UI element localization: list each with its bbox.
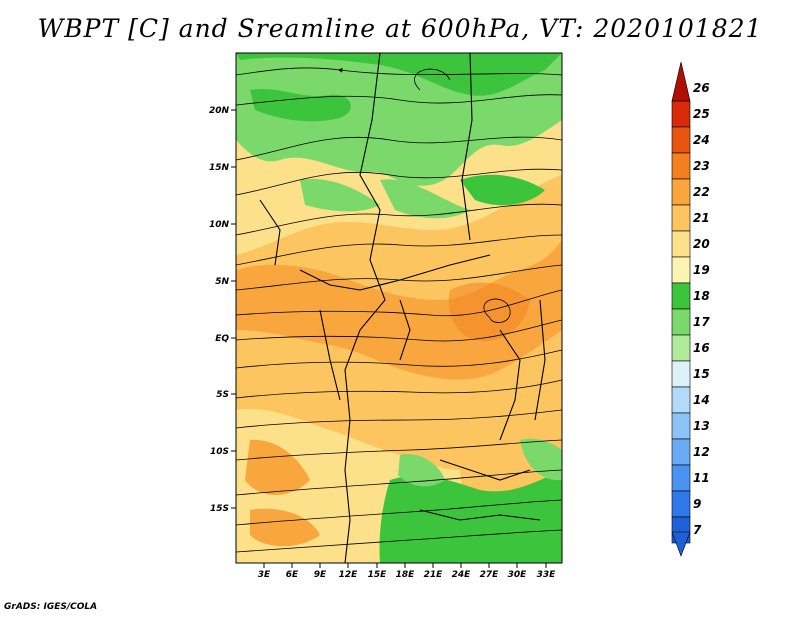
colorbar-label: 15: [693, 367, 710, 381]
colorbar-label: 7: [693, 523, 702, 537]
colorbar-swatch: [671, 360, 691, 388]
colorbar-swatch: [671, 334, 691, 362]
colorbar-label: 22: [693, 185, 710, 199]
colorbar-swatch: [671, 282, 691, 310]
colorbar-swatch: [671, 256, 691, 284]
lon-label: 12E: [339, 570, 359, 580]
lat-label: EQ: [215, 334, 229, 344]
colorbar-swatch: [671, 230, 691, 258]
lon-label: 30E: [508, 570, 528, 580]
lat-label: 15N: [209, 163, 230, 173]
colorbar-swatch: [671, 438, 691, 466]
colorbar-swatch: [671, 464, 691, 492]
colorbar-swatch: [671, 126, 691, 154]
colorbar-swatch: [671, 412, 691, 440]
colorbar-swatch: [671, 386, 691, 414]
lat-label: 5N: [215, 277, 229, 287]
lon-label: 18E: [396, 570, 416, 580]
map-frame: [235, 52, 563, 564]
colorbar-label: 18: [693, 289, 710, 303]
colorbar-label: 21: [693, 211, 710, 225]
lat-label: 15S: [210, 504, 229, 514]
colorbar-bottom-arrow: [671, 531, 691, 557]
colorbar-swatch: [671, 152, 691, 180]
colorbar-label: 14: [693, 393, 710, 407]
lon-label: 3E: [258, 570, 271, 580]
map-title: WBPT [C] and Sreamline at 600hPa, VT: 20…: [37, 14, 763, 43]
lon-label: 9E: [314, 570, 327, 580]
colorbar-swatch: [671, 308, 691, 336]
colorbar-swatch: [671, 490, 691, 518]
grads-credit: GrADS: IGES/COLA: [4, 602, 98, 612]
lat-label: 20N: [209, 106, 230, 116]
lon-label: 24E: [452, 570, 472, 580]
colorbar-label: 23: [693, 159, 710, 173]
wbpt-field: [236, 53, 562, 563]
lon-label: 6E: [286, 570, 299, 580]
latitude-labels: 20N 15N 10N 5N EQ 5S 10S 15S: [209, 106, 236, 514]
colorbar-label: 16: [693, 341, 710, 355]
longitude-labels: 3E 6E 9E 12E 15E 18E 21E 24E 27E 30E 33E: [258, 563, 556, 580]
colorbar-label: 11: [693, 471, 710, 485]
colorbar-label: 24: [693, 133, 710, 147]
colorbar-top-arrow: [671, 61, 691, 102]
colorbar-label: 20: [693, 237, 710, 251]
colorbar-label: 25: [693, 107, 710, 121]
colorbar-label: 17: [693, 315, 710, 329]
lon-label: 33E: [537, 570, 557, 580]
colorbar-label: 13: [693, 419, 710, 433]
colorbar: 7 9 11 12 13 14 15 16 17 18 19 20 21 22 23 24 25 26: [671, 61, 710, 557]
colorbar-swatch: [671, 204, 691, 232]
lon-label: 15E: [368, 570, 388, 580]
lat-label: 5S: [216, 390, 229, 400]
colorbar-label: 9: [693, 497, 701, 511]
lon-label: 21E: [424, 570, 444, 580]
lon-label: 27E: [480, 570, 500, 580]
colorbar-label: 26: [693, 81, 710, 95]
colorbar-label: 19: [693, 263, 710, 277]
colorbar-label: 12: [693, 445, 710, 459]
country-borders: [259, 53, 546, 563]
lat-label: 10N: [209, 220, 230, 230]
lat-label: 10S: [210, 447, 229, 457]
colorbar-swatch: [671, 100, 691, 128]
colorbar-swatch: [671, 178, 691, 206]
